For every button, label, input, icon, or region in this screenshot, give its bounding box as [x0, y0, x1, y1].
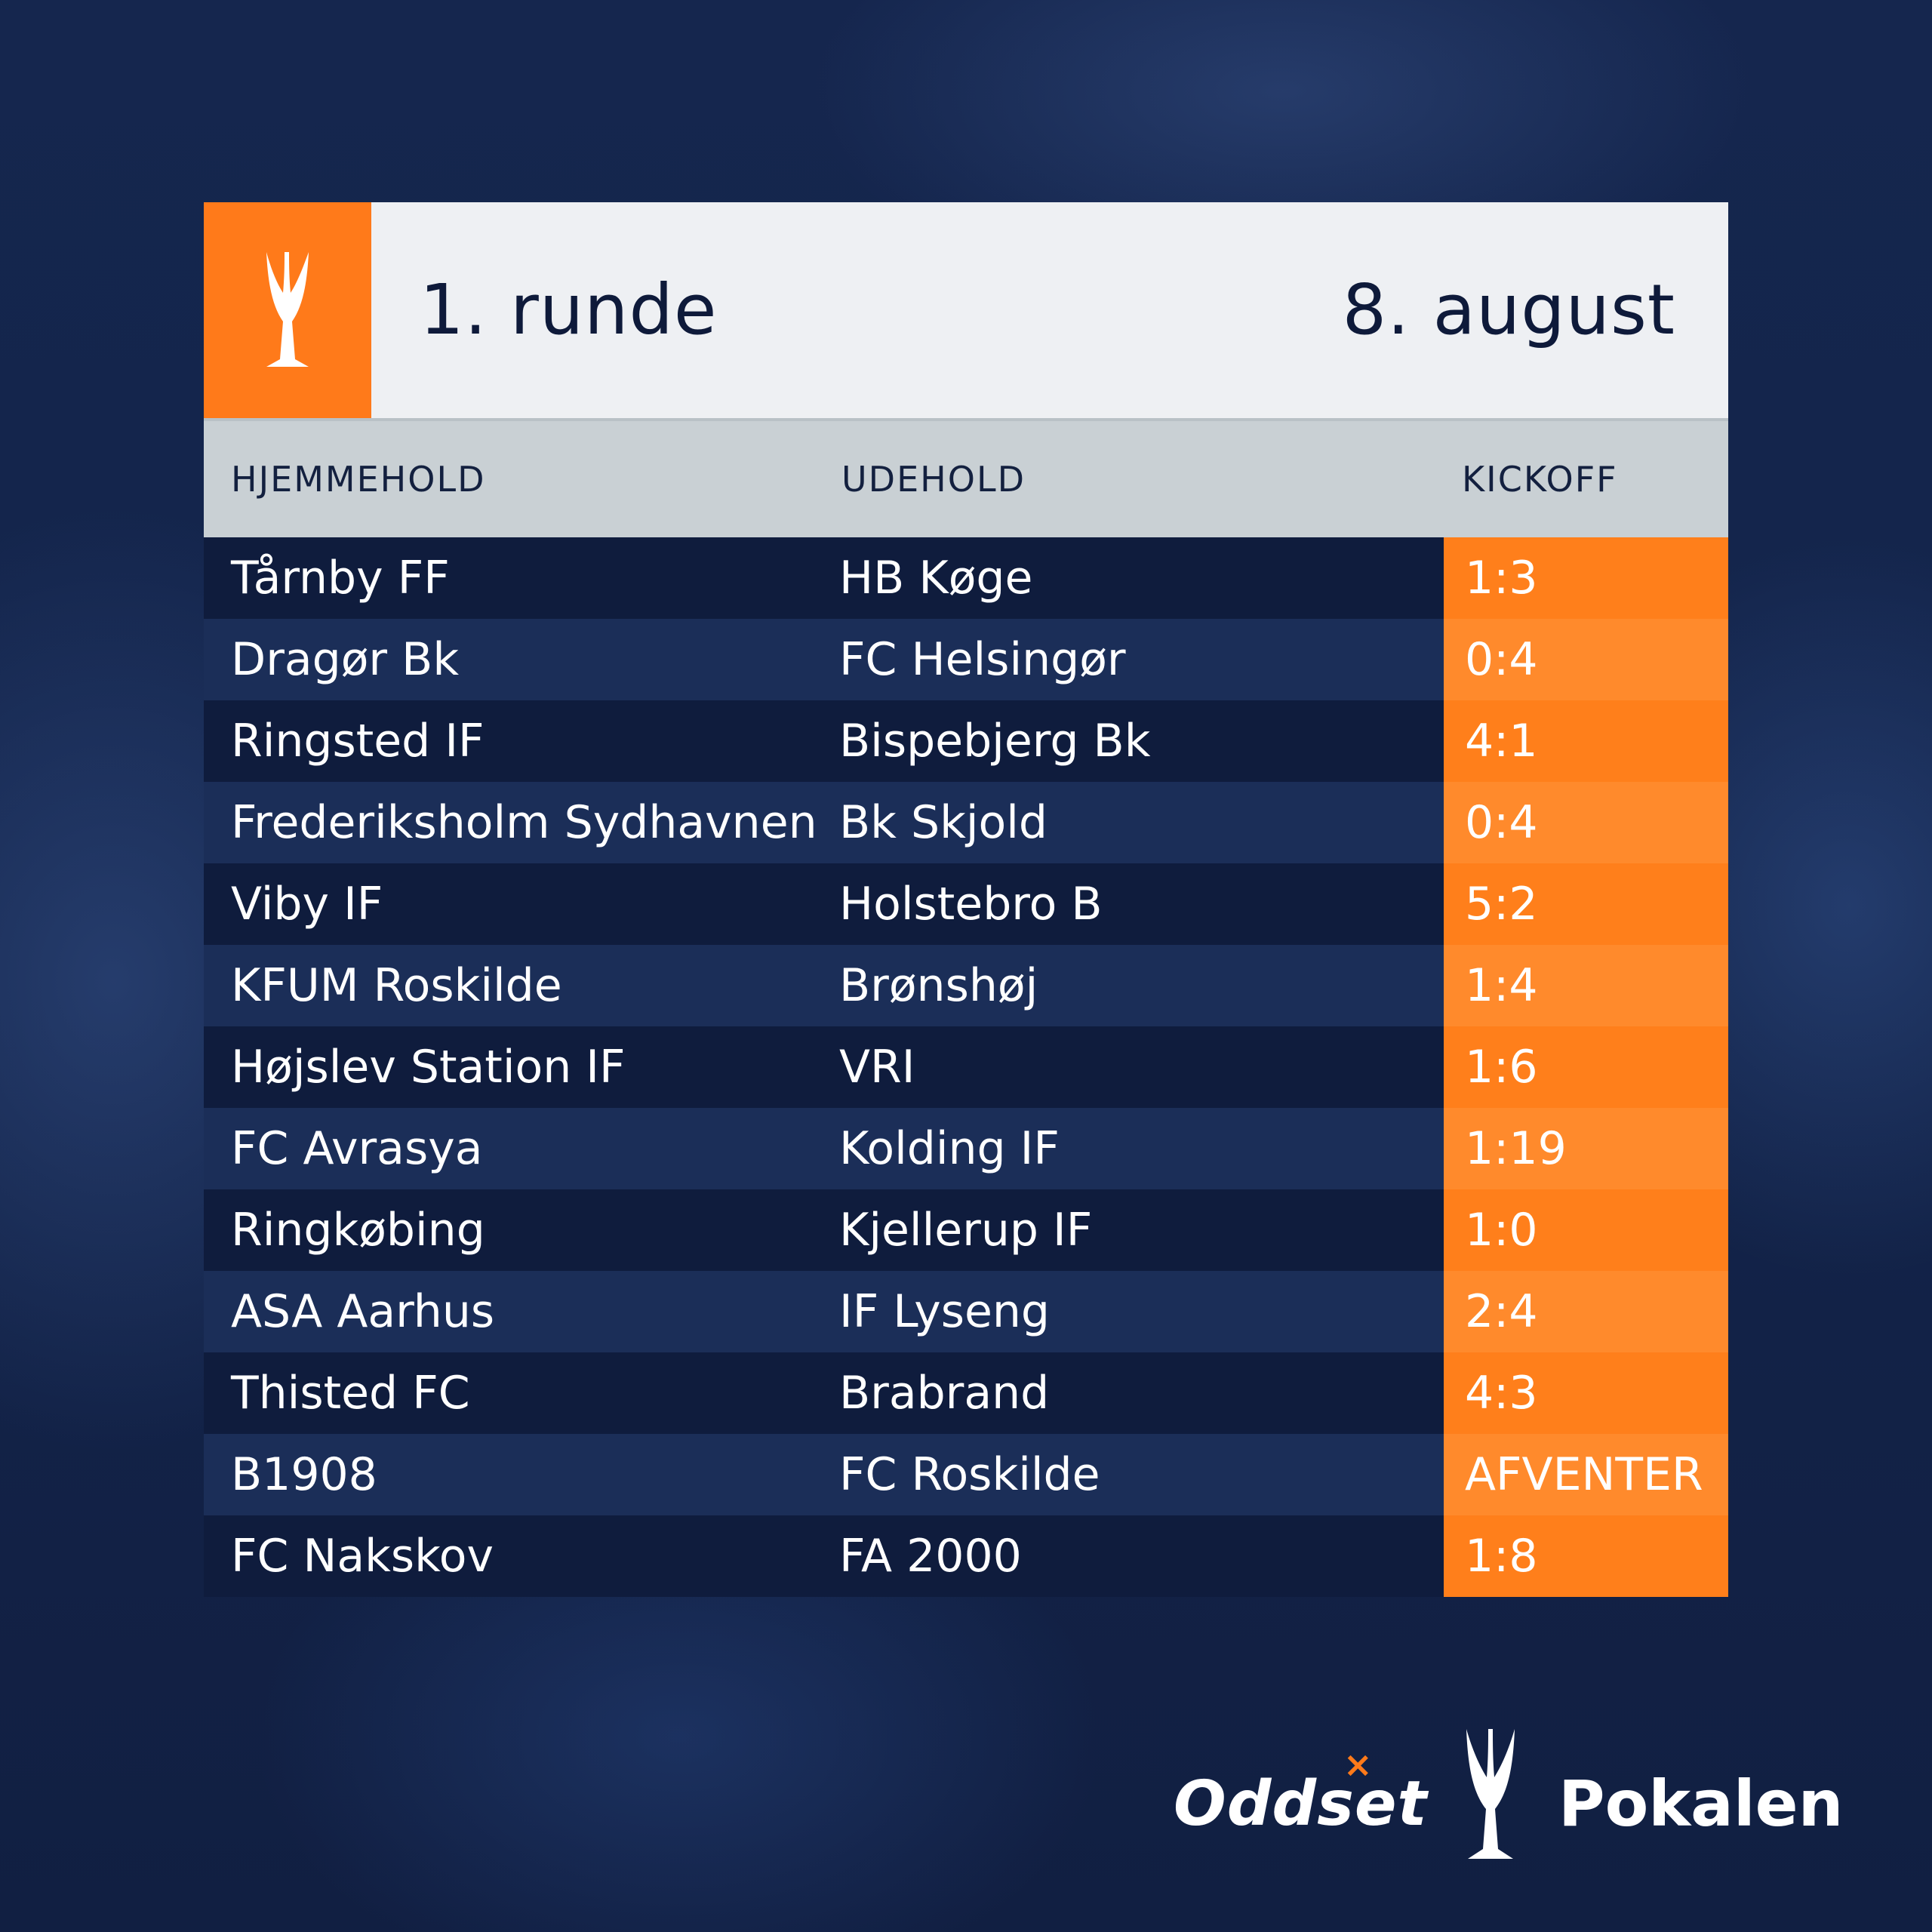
away-team: FC Roskilde: [839, 1448, 1100, 1501]
column-header-row: HJEMMEHOLD UDEHOLD KICKOFF: [204, 418, 1728, 537]
trophy-icon: [1466, 1729, 1515, 1859]
home-team: Frederiksholm Sydhavnen: [231, 796, 817, 849]
match-score: AFVENTER: [1444, 1434, 1728, 1515]
home-team: Thisted FC: [231, 1367, 470, 1420]
match-score: 1:19: [1444, 1108, 1728, 1189]
match-score: 1:3: [1444, 537, 1728, 619]
footer-logos: × Oddset Pokalen: [1174, 1724, 1843, 1864]
match-score: 5:2: [1444, 863, 1728, 945]
match-score: 0:4: [1444, 782, 1728, 863]
home-team: FC Nakskov: [231, 1530, 494, 1583]
brand-x-mark: ×: [1343, 1744, 1373, 1785]
round-date: 8. august: [1342, 269, 1675, 350]
round-header: 1. runde 8. august: [204, 202, 1728, 418]
competition-logo: Pokalen: [1558, 1767, 1844, 1841]
match-row: Dragør Bk FC Helsingør 0:4: [204, 619, 1728, 700]
home-team: FC Avrasya: [231, 1122, 483, 1175]
match-score: 1:8: [1444, 1515, 1728, 1597]
home-team: B1908: [231, 1448, 377, 1501]
match-row: Højslev Station IF VRI 1:6: [204, 1026, 1728, 1108]
home-team: KFUM Roskilde: [231, 959, 562, 1012]
column-kickoff: KICKOFF: [1462, 459, 1618, 500]
sponsor-logo: Oddset: [1174, 1768, 1428, 1840]
home-team: Dragør Bk: [231, 633, 460, 686]
column-home: HJEMMEHOLD: [231, 459, 486, 500]
match-row: Ringkøbing Kjellerup IF 1:0: [204, 1189, 1728, 1271]
match-score: 4:1: [1444, 700, 1728, 782]
away-team: Brabrand: [839, 1367, 1050, 1420]
column-away: UDEHOLD: [841, 459, 1026, 500]
away-team: VRI: [839, 1041, 915, 1094]
trophy-icon: [266, 252, 309, 367]
match-score: 1:6: [1444, 1026, 1728, 1108]
away-team: Bispebjerg Bk: [839, 715, 1151, 768]
home-team: Ringkøbing: [231, 1204, 485, 1257]
match-row: Ringsted IF Bispebjerg Bk 4:1: [204, 700, 1728, 782]
match-row: KFUM Roskilde Brønshøj 1:4: [204, 945, 1728, 1026]
home-team: Tårnby FF: [231, 552, 450, 605]
cup-logo: [204, 202, 371, 418]
home-team: Viby IF: [231, 878, 383, 931]
match-score: 1:4: [1444, 945, 1728, 1026]
away-team: FC Helsingør: [839, 633, 1126, 686]
match-row: Thisted FC Brabrand 4:3: [204, 1352, 1728, 1434]
away-team: Holstebro B: [839, 878, 1103, 931]
results-panel: 1. runde 8. august HJEMMEHOLD UDEHOLD KI…: [204, 202, 1728, 1597]
away-team: Brønshøj: [839, 959, 1038, 1012]
away-team: Bk Skjold: [839, 796, 1048, 849]
match-score: 1:0: [1444, 1189, 1728, 1271]
match-row: FC Nakskov FA 2000 1:8: [204, 1515, 1728, 1597]
round-title: 1. runde: [420, 269, 718, 350]
home-team: Højslev Station IF: [231, 1041, 626, 1094]
away-team: Kolding IF: [839, 1122, 1060, 1175]
away-team: Kjellerup IF: [839, 1204, 1093, 1257]
match-score: 4:3: [1444, 1352, 1728, 1434]
away-team: HB Køge: [839, 552, 1033, 605]
match-list: Tårnby FF HB Køge 1:3 Dragør Bk FC Helsingør…: [204, 537, 1728, 1597]
home-team: Ringsted IF: [231, 715, 485, 768]
home-team: ASA Aarhus: [231, 1285, 495, 1338]
match-row: Frederiksholm Sydhavnen Bk Skjold 0:4: [204, 782, 1728, 863]
away-team: IF Lyseng: [839, 1285, 1050, 1338]
match-row: FC Avrasya Kolding IF 1:19: [204, 1108, 1728, 1189]
match-row: ASA Aarhus IF Lyseng 2:4: [204, 1271, 1728, 1352]
match-row: B1908 FC Roskilde AFVENTER: [204, 1434, 1728, 1515]
match-score: 0:4: [1444, 619, 1728, 700]
match-row: Tårnby FF HB Køge 1:3: [204, 537, 1728, 619]
away-team: FA 2000: [839, 1530, 1022, 1583]
match-score: 2:4: [1444, 1271, 1728, 1352]
match-row: Viby IF Holstebro B 5:2: [204, 863, 1728, 945]
